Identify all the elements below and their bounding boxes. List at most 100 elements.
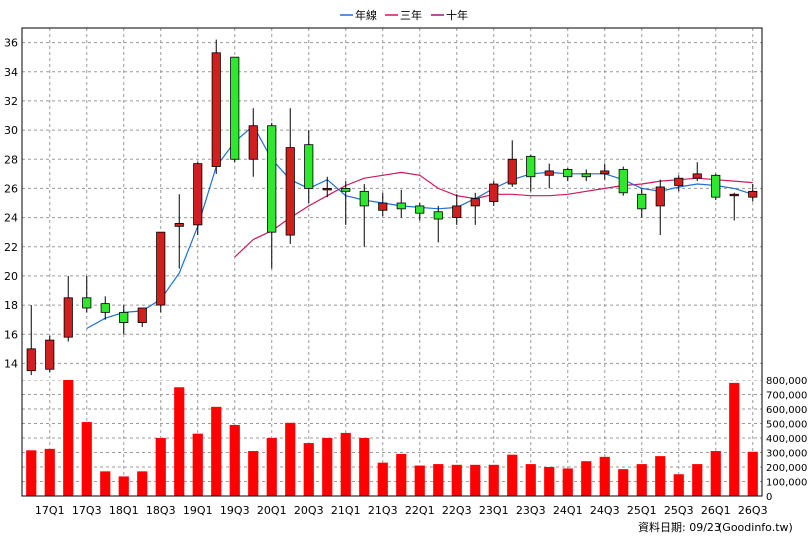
x-tick-label: 20Q3 <box>294 504 324 517</box>
volume-bar <box>544 467 555 496</box>
volume-bar <box>322 438 333 496</box>
candle-body-up <box>63 297 73 338</box>
price-tick-label: 22 <box>4 241 18 254</box>
volume-bar <box>692 464 703 496</box>
price-tick-label: 26 <box>4 182 18 195</box>
x-tick-label: 22Q3 <box>442 504 472 517</box>
volume-bar <box>285 422 296 496</box>
candle-body-down <box>433 211 443 220</box>
volume-bar <box>618 469 629 496</box>
x-tick-label: 19Q1 <box>183 504 213 517</box>
volume-bar <box>44 448 55 496</box>
candle-body-down <box>415 205 425 214</box>
candle-body-up <box>45 339 55 370</box>
volume-bar <box>636 464 647 496</box>
volume-tick-label: 200,000 <box>766 463 807 474</box>
x-tick-label: 19Q3 <box>220 504 250 517</box>
x-tick-label: 26Q3 <box>738 504 768 517</box>
candle-body-up <box>137 307 147 323</box>
volume-bar <box>525 464 536 496</box>
volume-bar <box>377 462 388 496</box>
volume-bar <box>747 451 758 496</box>
x-tick-label: 24Q1 <box>553 504 583 517</box>
candle-body-up <box>692 173 702 179</box>
price-tick-label: 32 <box>4 95 18 108</box>
legend-label-year: 年線 <box>355 8 377 22</box>
price-tick-label: 18 <box>4 299 18 312</box>
volume-tick-label: 0 <box>766 492 772 503</box>
candle-body-up <box>285 147 295 236</box>
volume-bar <box>710 451 721 496</box>
volume-bar <box>248 451 259 496</box>
volume-bar <box>266 438 277 496</box>
volume-tick-label: 800,000 <box>766 376 807 387</box>
volume-bar <box>581 461 592 496</box>
x-tick-label: 23Q3 <box>516 504 546 517</box>
price-tick-label: 34 <box>4 66 18 79</box>
price-tick-label: 14 <box>4 357 18 370</box>
volume-bar <box>359 438 370 496</box>
candle-body-up <box>211 52 221 167</box>
volume-tick-label: 700,000 <box>766 391 807 402</box>
candle-body-down <box>618 169 628 194</box>
candle-body-up <box>378 202 388 211</box>
volume-bar <box>211 406 222 496</box>
x-tick-label: 18Q1 <box>109 504 139 517</box>
candle-body-down <box>563 169 573 178</box>
price-candles <box>26 39 758 376</box>
x-tick-label: 24Q3 <box>590 504 620 517</box>
volume-tick-label: 300,000 <box>766 449 807 460</box>
x-tick-label: 20Q1 <box>257 504 287 517</box>
candle-body-down <box>396 202 406 210</box>
candle-body-up <box>655 186 665 207</box>
candle-body-up <box>507 158 517 185</box>
price-tick-label: 20 <box>4 270 18 283</box>
volume-bar <box>137 471 148 496</box>
legend-label-three-year: 三年 <box>400 8 422 22</box>
volume-bar <box>451 464 462 496</box>
candle-body-up <box>193 163 203 226</box>
grid-lines <box>22 28 762 497</box>
volume-bar <box>470 464 481 496</box>
x-tick-label: 25Q3 <box>664 504 694 517</box>
volume-bar <box>655 456 666 496</box>
volume-bar <box>63 380 74 496</box>
candle-body-up <box>156 231 166 306</box>
volume-bars <box>26 380 758 496</box>
volume-bar <box>81 422 92 496</box>
candle-body-up <box>748 190 758 198</box>
candle-body-down <box>100 303 110 313</box>
candle-body-down <box>82 297 92 309</box>
candle-body-down <box>119 311 129 323</box>
candle-body-up <box>544 170 554 176</box>
volume-bar <box>174 387 185 496</box>
x-tick-label: 25Q1 <box>627 504 657 517</box>
volume-bar <box>303 443 314 496</box>
price-tick-label: 16 <box>4 328 18 341</box>
axis-labels: 14 16 18 20 22 24 26 28 30 32 34 36 0 100,000 200,000 3… <box>4 37 807 517</box>
candle-body-down <box>359 190 369 207</box>
volume-bar <box>507 454 518 496</box>
candle-body-down <box>267 125 277 233</box>
price-tick-label: 28 <box>4 153 18 166</box>
volume-bar <box>100 471 111 496</box>
volume-bar <box>562 468 573 496</box>
volume-bar <box>229 424 240 496</box>
plot-frame <box>21 27 763 497</box>
volume-bar <box>396 453 407 496</box>
x-tick-label: 26Q1 <box>701 504 731 517</box>
x-tick-label: 17Q1 <box>35 504 65 517</box>
candle-body-down <box>637 193 647 210</box>
volume-tick-label: 100,000 <box>766 478 807 489</box>
volume-bar <box>414 465 425 496</box>
candle-body-up <box>174 223 184 227</box>
price-tick-label: 24 <box>4 212 18 225</box>
x-tick-label: 23Q1 <box>479 504 509 517</box>
candle-body-up <box>470 198 480 207</box>
candle-body-down <box>230 56 240 160</box>
candle-body-up <box>600 170 610 175</box>
volume-bar <box>488 464 499 496</box>
x-tick-label: 17Q3 <box>72 504 102 517</box>
volume-bar <box>118 476 129 496</box>
